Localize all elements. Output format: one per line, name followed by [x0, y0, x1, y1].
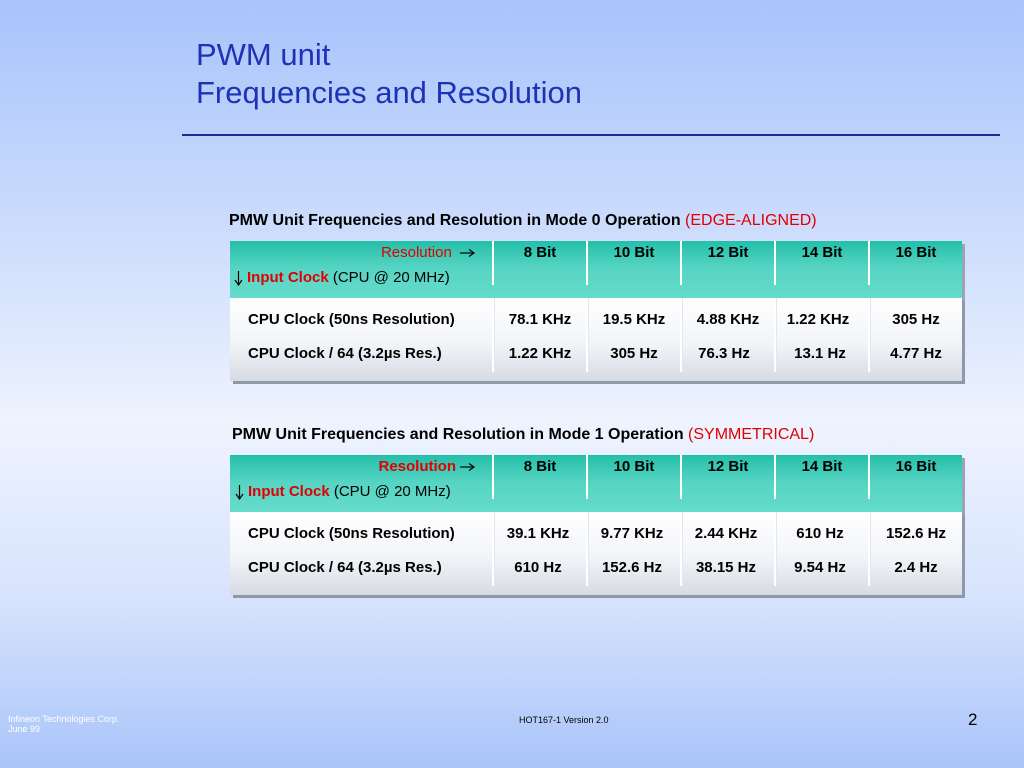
row-label: CPU Clock (50ns Resolution)	[248, 311, 455, 328]
header-input-clock: Input Clock (CPU @ 20 MHz)	[235, 483, 451, 500]
header-divider	[492, 241, 494, 285]
row-label: CPU Clock / 64 (3.2µs Res.)	[248, 559, 442, 576]
table-cell: 305 Hz	[892, 311, 940, 328]
header-divider	[680, 241, 682, 285]
arrow-right-icon	[460, 249, 476, 258]
caption-text: PMW Unit Frequencies and Resolution in M…	[229, 212, 681, 229]
table-mode0-caption: PMW Unit Frequencies and Resolution in M…	[229, 212, 817, 230]
title-divider	[182, 134, 1000, 136]
arrow-right-icon	[460, 463, 476, 472]
header-divider	[586, 455, 588, 499]
table-cell: 1.22 KHz	[508, 345, 572, 362]
header-14bit: 14 Bit	[801, 244, 843, 261]
body-divider	[492, 298, 494, 372]
header-divider	[774, 455, 776, 499]
row-label: CPU Clock (50ns Resolution)	[248, 525, 455, 542]
table-cell: 610 Hz	[514, 559, 562, 576]
table-cell: 13.1 Hz	[794, 345, 846, 362]
table-cell: 78.1 KHz	[508, 311, 572, 328]
page-number: 2	[968, 710, 978, 729]
header-14bit: 14 Bit	[801, 458, 843, 475]
table-cell: 4.77 Hz	[890, 345, 942, 362]
footer-company-block: Infineon Technologies Corp. June 99	[8, 714, 119, 734]
header-divider	[680, 455, 682, 499]
header-16bit: 16 Bit	[895, 458, 937, 475]
table-cell: 2.4 Hz	[894, 559, 938, 576]
table-mode1-body: CPU Clock (50ns Resolution) 39.1 KHz 9.7…	[230, 512, 962, 595]
header-12bit: 12 Bit	[707, 244, 749, 261]
header-16bit: 16 Bit	[895, 244, 937, 261]
title-line-1: PWM unit	[196, 37, 331, 72]
caption-text: PMW Unit Frequencies and Resolution in M…	[232, 426, 684, 443]
arrow-down-icon	[235, 484, 244, 500]
footer-date: June 99	[8, 724, 41, 734]
header-divider	[868, 455, 870, 499]
header-divider	[586, 241, 588, 285]
table-cell: 19.5 KHz	[602, 311, 666, 328]
table-cell: 305 Hz	[610, 345, 658, 362]
body-divider	[680, 298, 682, 372]
header-divider	[774, 241, 776, 285]
resolution-label: Resolution	[378, 458, 457, 475]
body-divider	[774, 298, 776, 372]
table-cell: 9.77 KHz	[600, 525, 664, 542]
caption-mode: (EDGE-ALIGNED)	[685, 212, 817, 229]
table-cell: 152.6 Hz	[885, 525, 947, 542]
table-cell: 4.88 KHz	[696, 311, 760, 328]
header-resolution: Resolution	[381, 244, 476, 261]
table-cell: 610 Hz	[796, 525, 844, 542]
body-divider	[868, 512, 870, 586]
table-cell: 9.54 Hz	[794, 559, 846, 576]
body-divider	[586, 298, 588, 372]
title-line-2: Frequencies and Resolution	[196, 75, 583, 110]
table-mode0-body: CPU Clock (50ns Resolution) 78.1 KHz 19.…	[230, 298, 962, 381]
body-divider	[586, 512, 588, 586]
footer-company: Infineon Technologies Corp.	[8, 714, 120, 724]
body-divider	[868, 298, 870, 372]
header-10bit: 10 Bit	[613, 458, 655, 475]
table-cell: 76.3 Hz	[698, 345, 750, 362]
table-cell: 38.15 Hz	[695, 559, 757, 576]
header-8bit: 8 Bit	[523, 458, 557, 475]
header-divider	[492, 455, 494, 499]
arrow-down-icon	[234, 270, 243, 286]
header-input-clock: Input Clock (CPU @ 20 MHz)	[234, 269, 450, 286]
body-divider	[492, 512, 494, 586]
table-cell: 39.1 KHz	[506, 525, 570, 542]
header-resolution: Resolution	[379, 458, 477, 475]
caption-mode: (SYMMETRICAL)	[688, 426, 815, 443]
table-mode1-caption: PMW Unit Frequencies and Resolution in M…	[232, 426, 814, 444]
input-clock-note: (CPU @ 20 MHz)	[332, 269, 450, 286]
input-clock-note: (CPU @ 20 MHz)	[333, 483, 451, 500]
table-mode1-header: Resolution Input Clock (CPU @ 20 MHz) 8 …	[230, 455, 962, 515]
resolution-label: Resolution	[380, 244, 452, 261]
body-divider	[774, 512, 776, 586]
page-title: PWM unit Frequencies and Resolution	[196, 36, 582, 112]
header-10bit: 10 Bit	[613, 244, 655, 261]
table-cell: 152.6 Hz	[601, 559, 663, 576]
header-8bit: 8 Bit	[523, 244, 557, 261]
footer-version: HOT167-1 Version 2.0	[519, 715, 609, 725]
input-clock-label: Input Clock	[248, 483, 330, 500]
header-divider	[868, 241, 870, 285]
table-cell: 1.22 KHz	[786, 311, 850, 328]
table-mode0-header: Resolution Input Clock (CPU @ 20 MHz) 8 …	[230, 241, 962, 301]
input-clock-label: Input Clock	[247, 269, 329, 286]
table-cell: 2.44 KHz	[694, 525, 758, 542]
body-divider	[680, 512, 682, 586]
row-label: CPU Clock / 64 (3.2µs Res.)	[248, 345, 442, 362]
header-12bit: 12 Bit	[707, 458, 749, 475]
